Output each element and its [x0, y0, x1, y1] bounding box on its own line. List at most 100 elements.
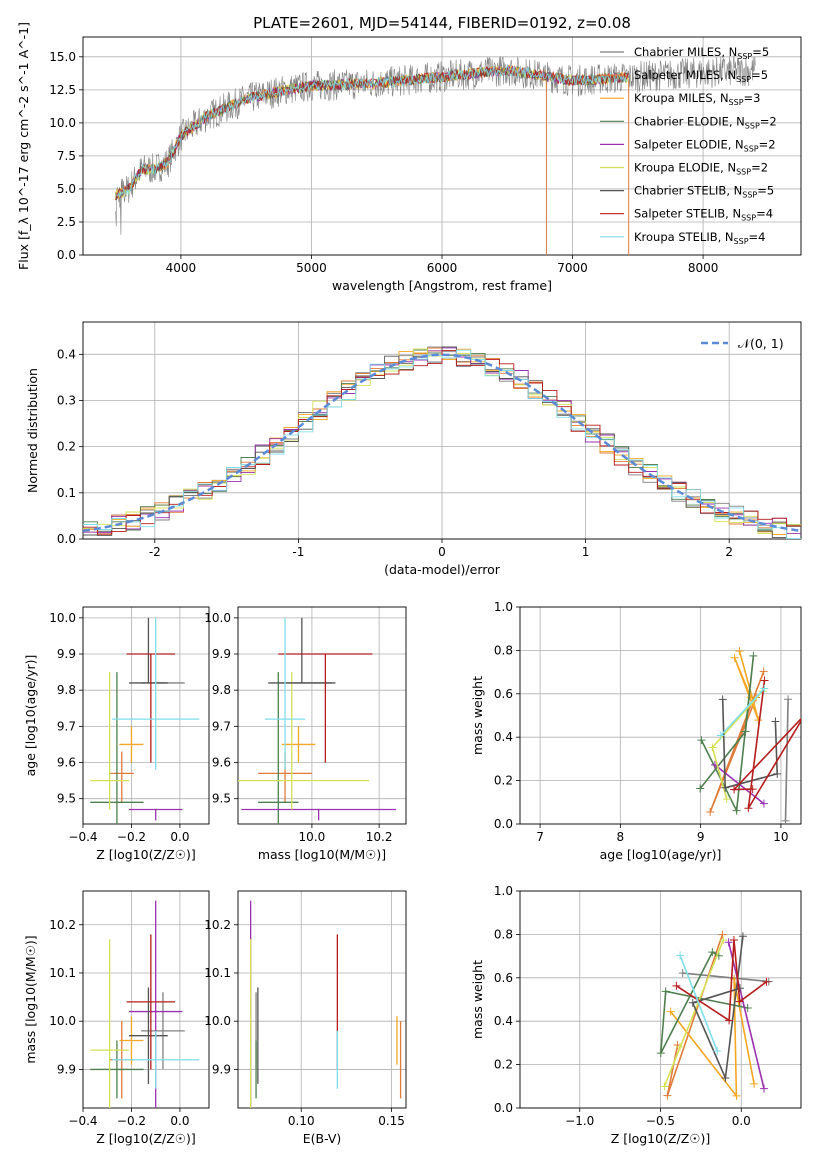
axes-frame — [519, 890, 802, 1109]
weight-series-1 — [666, 934, 724, 1096]
legend-label: Kroupa MILES, NSSP=3 — [634, 91, 760, 107]
x-tick-label: -1 — [292, 545, 304, 559]
y-tick-label: 5.0 — [57, 182, 76, 196]
y-tick-label: 0.6 — [494, 971, 513, 985]
figure-title: PLATE=2601, MJD=54144, FIBERID=0192, z=0… — [253, 14, 631, 32]
weight-marker — [748, 785, 757, 794]
weight-series-0 — [784, 699, 789, 821]
weight-marker — [719, 936, 728, 945]
plot-area-spectrum — [115, 55, 756, 255]
weight-marker — [697, 736, 706, 745]
weight-marker — [760, 676, 769, 685]
panel-spectrum: 4000 5000 6000 7000 8000 0.0 2.5 5.0 7.5 10.0 12.5… — [16, 22, 802, 293]
axes-frame — [82, 890, 210, 1109]
plot-area-weight_vs_Z — [656, 930, 773, 1100]
weight-marker — [678, 969, 687, 978]
weight-marker — [759, 667, 768, 676]
weight-marker — [730, 653, 739, 662]
x-tick-label: 10 — [773, 830, 788, 844]
weight-marker — [730, 785, 739, 794]
x-axis-label: wavelength [Angstrom, rest frame] — [332, 278, 552, 293]
plot-area-weight_vs_age — [696, 647, 801, 824]
axes-frame — [82, 36, 802, 256]
x-tick-label: 10.0 — [299, 830, 326, 844]
y-tick-label: 9.5 — [57, 792, 76, 806]
weight-marker — [725, 1016, 734, 1025]
weight-marker — [760, 684, 769, 693]
weight-marker — [744, 804, 753, 813]
legend-label: Salpeter MILES, NSSP=5 — [634, 68, 768, 84]
y-axis-label: age [log10(age/yr)] — [23, 655, 38, 777]
y-tick-label: 0.2 — [57, 440, 76, 454]
y-tick-label: 2.5 — [57, 215, 76, 229]
weight-marker — [676, 1042, 685, 1051]
y-tick-label: 9.9 — [57, 647, 76, 661]
x-axis-label: E(B-V) — [303, 1131, 342, 1146]
weight-series-2 — [733, 650, 760, 721]
y-tick-label: 0.0 — [494, 1101, 513, 1115]
weight-marker — [729, 935, 738, 944]
y-tick-label: 10.0 — [204, 1014, 231, 1028]
weight-marker — [708, 743, 717, 752]
weight-marker — [773, 769, 782, 778]
y-tick-label: 0.4 — [494, 1014, 513, 1028]
axes-frame — [237, 890, 407, 1109]
weight-marker — [749, 651, 758, 660]
weight-marker — [762, 977, 771, 986]
x-axis-label: age [log10(age/yr)] — [600, 847, 722, 862]
y-tick-label: 10.0 — [49, 1014, 76, 1028]
y-tick-label: 10.1 — [49, 966, 76, 980]
x-tick-label: −0.4 — [68, 1114, 97, 1128]
y-tick-label: 9.6 — [57, 756, 76, 770]
x-tick-label: 2 — [725, 545, 733, 559]
plot-area-age_vs_mass — [238, 617, 396, 824]
weight-marker — [696, 784, 705, 793]
y-tick-label: 10.2 — [49, 918, 76, 932]
y-tick-label: 7.5 — [57, 149, 76, 163]
weight-marker — [716, 731, 725, 740]
plot-area-age_vs_Z — [90, 617, 200, 824]
y-axis-label: mass [log10(M/M☉)] — [23, 935, 38, 1063]
legend-label: 𝒩(0, 1) — [738, 336, 784, 351]
y-tick-label: 0.0 — [57, 532, 76, 546]
x-axis-label: Z [log10(Z/Z☉)] — [96, 1131, 196, 1146]
weight-marker — [735, 984, 744, 993]
y-tick-label: 9.9 — [212, 647, 231, 661]
y-axis-label: mass weight — [470, 676, 485, 755]
weight-marker — [672, 981, 681, 990]
x-tick-label: 7 — [536, 830, 544, 844]
x-tick-label: 0.0 — [732, 1114, 751, 1128]
weight-marker — [800, 714, 801, 716]
x-tick-label: −0.5 — [646, 1114, 675, 1128]
weight-marker — [666, 1007, 675, 1016]
weight-marker — [724, 938, 733, 947]
x-tick-label: 7000 — [557, 261, 588, 275]
x-axis-label: (data-model)/error — [384, 562, 501, 577]
y-tick-label: 0.4 — [57, 347, 76, 361]
x-tick-label: −0.4 — [68, 830, 97, 844]
y-tick-label: 12.5 — [49, 83, 76, 97]
y-tick-label: 9.8 — [57, 683, 76, 697]
weight-marker — [721, 783, 730, 792]
y-tick-label: 9.8 — [212, 683, 231, 697]
weight-marker — [718, 695, 727, 704]
weight-marker — [754, 716, 763, 725]
panel-mass_vs_Z: −0.4 −0.2 0.0 9.9 10.0 10.1 10.2 Z [log10(Z/Z☉)… — [23, 890, 210, 1146]
y-tick-label: 0.1 — [57, 486, 76, 500]
weight-marker — [713, 1047, 722, 1056]
y-axis-label: Normed distribution — [25, 368, 40, 493]
plot-area-mass_vs_Z — [90, 900, 200, 1108]
weight-series-4 — [727, 942, 765, 1089]
panel-weight_vs_Z: −1.0 −0.5 0.0 0.0 0.2 0.4 0.6 0.8 1.0 Z [log10(Z/… — [470, 884, 802, 1146]
y-axis-label: mass weight — [470, 960, 485, 1039]
legend-label: Chabrier MILES, NSSP=5 — [634, 45, 769, 61]
y-tick-label: 9.7 — [57, 719, 76, 733]
weight-series-7 — [732, 680, 801, 809]
y-tick-label: 0.8 — [494, 643, 513, 657]
weight-marker — [661, 987, 670, 996]
y-tick-label: 10.1 — [204, 966, 231, 980]
weight-marker — [722, 795, 731, 804]
y-tick-label: 0.0 — [494, 817, 513, 831]
x-tick-label: 4000 — [166, 261, 197, 275]
